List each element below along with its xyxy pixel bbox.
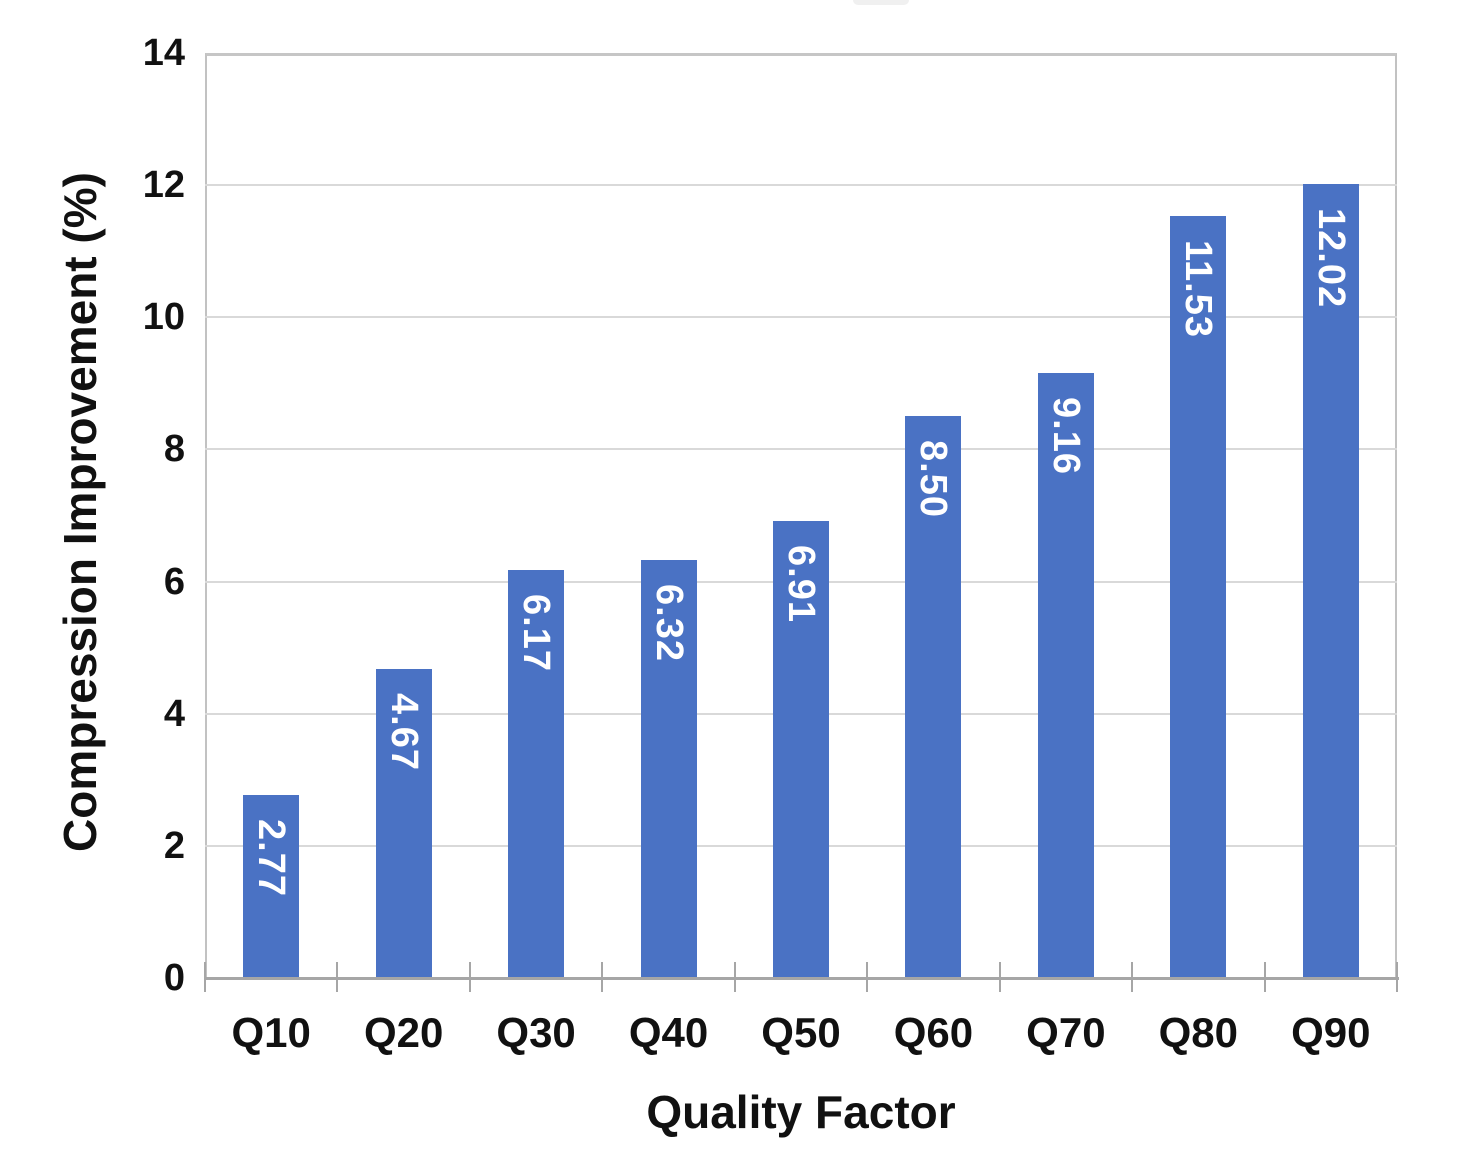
bar [243, 794, 300, 977]
y-tick-label: 6 [163, 560, 185, 603]
gridline [205, 448, 1397, 451]
bar [640, 560, 697, 977]
bar [1037, 372, 1094, 977]
y-tick-label: 4 [163, 692, 185, 735]
bar [508, 570, 565, 977]
x-axis-tick [998, 962, 1001, 992]
bar-value-label: 9.16 [1044, 396, 1087, 475]
y-axis-title: Compression Improvement (%) [54, 172, 106, 852]
x-tick-label: Q70 [1026, 1009, 1106, 1056]
x-axis-tick [866, 962, 869, 992]
x-tick-label: Q40 [628, 1009, 709, 1056]
bar-value-label: 4.67 [382, 693, 425, 772]
x-axis-tick [336, 962, 339, 992]
y-tick-label: 0 [163, 957, 185, 999]
x-tick-label: Q20 [363, 1009, 444, 1056]
x-axis-tick [1263, 962, 1266, 992]
bar-value-label: 12.02 [1309, 207, 1352, 308]
bar-value-label: 8.50 [912, 440, 955, 519]
bar [773, 521, 829, 977]
x-tick-label: Q50 [761, 1009, 841, 1056]
bar-value-label: 11.53 [1177, 240, 1220, 339]
plot-area [205, 53, 1397, 978]
x-axis-tick [601, 962, 604, 992]
y-tick-label: 8 [163, 428, 185, 471]
x-tick-label: Q30 [496, 1009, 576, 1056]
bar [375, 669, 432, 977]
cropped-title-artifact [853, 0, 909, 5]
x-axis-tick [204, 962, 206, 992]
y-tick-label: 10 [142, 296, 185, 339]
bar-value-label: 2.77 [250, 818, 293, 897]
x-tick-label: Q90 [1291, 1009, 1371, 1056]
x-tick-label: Q80 [1158, 1009, 1239, 1056]
bar [1302, 183, 1359, 977]
x-axis-title: Quality Factor [646, 1086, 956, 1138]
x-axis-tick [1131, 962, 1134, 992]
bar-value-label: 6.17 [515, 594, 558, 673]
x-axis-tick [733, 962, 736, 992]
x-tick-label: Q60 [893, 1009, 974, 1056]
x-axis-tick [468, 962, 471, 992]
gridline [205, 316, 1397, 319]
x-tick-label: Q10 [231, 1009, 311, 1056]
gridline [205, 184, 1397, 187]
x-axis-line [205, 977, 1399, 980]
y-tick-label: 12 [142, 164, 185, 207]
x-axis-tick [1396, 962, 1398, 992]
bar [905, 416, 962, 977]
y-tick-label: 14 [142, 32, 185, 74]
bar-value-label: 6.32 [647, 584, 690, 663]
bar-value-label: 6.91 [780, 545, 822, 624]
y-tick-label: 2 [163, 824, 185, 867]
bar [1170, 216, 1227, 977]
